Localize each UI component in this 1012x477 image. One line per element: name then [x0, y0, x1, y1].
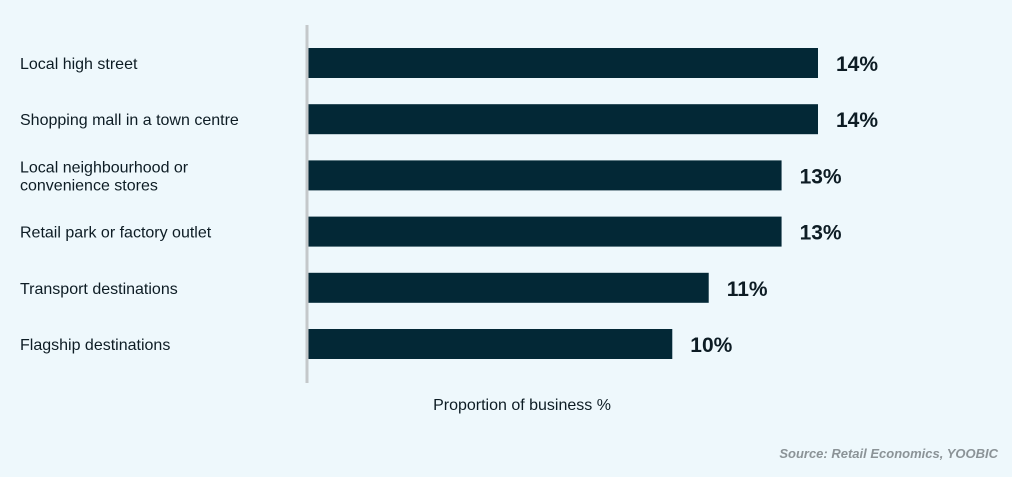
value-label-1: 14%	[836, 109, 878, 132]
value-label-3: 13%	[800, 222, 842, 245]
category-label-2: Local neighbourhood or convenience stores	[20, 159, 189, 194]
category-label-5: Flagship destinations	[20, 337, 170, 354]
value-labels-group: 14% 14% 13% 13% 11% 10%	[690, 53, 878, 357]
bar-4	[308, 272, 709, 303]
category-label-line: Flagship destinations	[20, 337, 170, 354]
category-label-line: Retail park or factory outlet	[20, 225, 212, 242]
bar-3	[308, 216, 782, 247]
category-label-1: Shopping mall in a town centre	[20, 112, 239, 129]
value-label-5: 10%	[690, 334, 732, 357]
category-label-line: Transport destinations	[20, 281, 178, 298]
bars-group	[308, 48, 818, 359]
x-axis-title: Proportion of business %	[433, 397, 611, 414]
bar-5	[308, 329, 673, 359]
value-label-0: 14%	[836, 53, 878, 76]
category-label-0: Local high street	[20, 56, 138, 73]
bar-0	[308, 48, 818, 78]
bar-1	[308, 104, 818, 135]
category-label-line: Local high street	[20, 56, 138, 73]
value-label-2: 13%	[800, 165, 842, 188]
category-label-line: Local neighbourhood or	[20, 159, 189, 176]
category-labels-group: Local high street Shopping mall in a town…	[20, 56, 239, 354]
bar-2	[308, 160, 782, 191]
category-label-line: Shopping mall in a town centre	[20, 112, 239, 129]
category-label-3: Retail park or factory outlet	[20, 225, 212, 242]
category-label-line: convenience stores	[20, 177, 158, 194]
category-label-4: Transport destinations	[20, 281, 178, 298]
value-label-4: 11%	[727, 278, 768, 301]
source-note: Source: Retail Economics, YOOBIC	[779, 446, 998, 461]
